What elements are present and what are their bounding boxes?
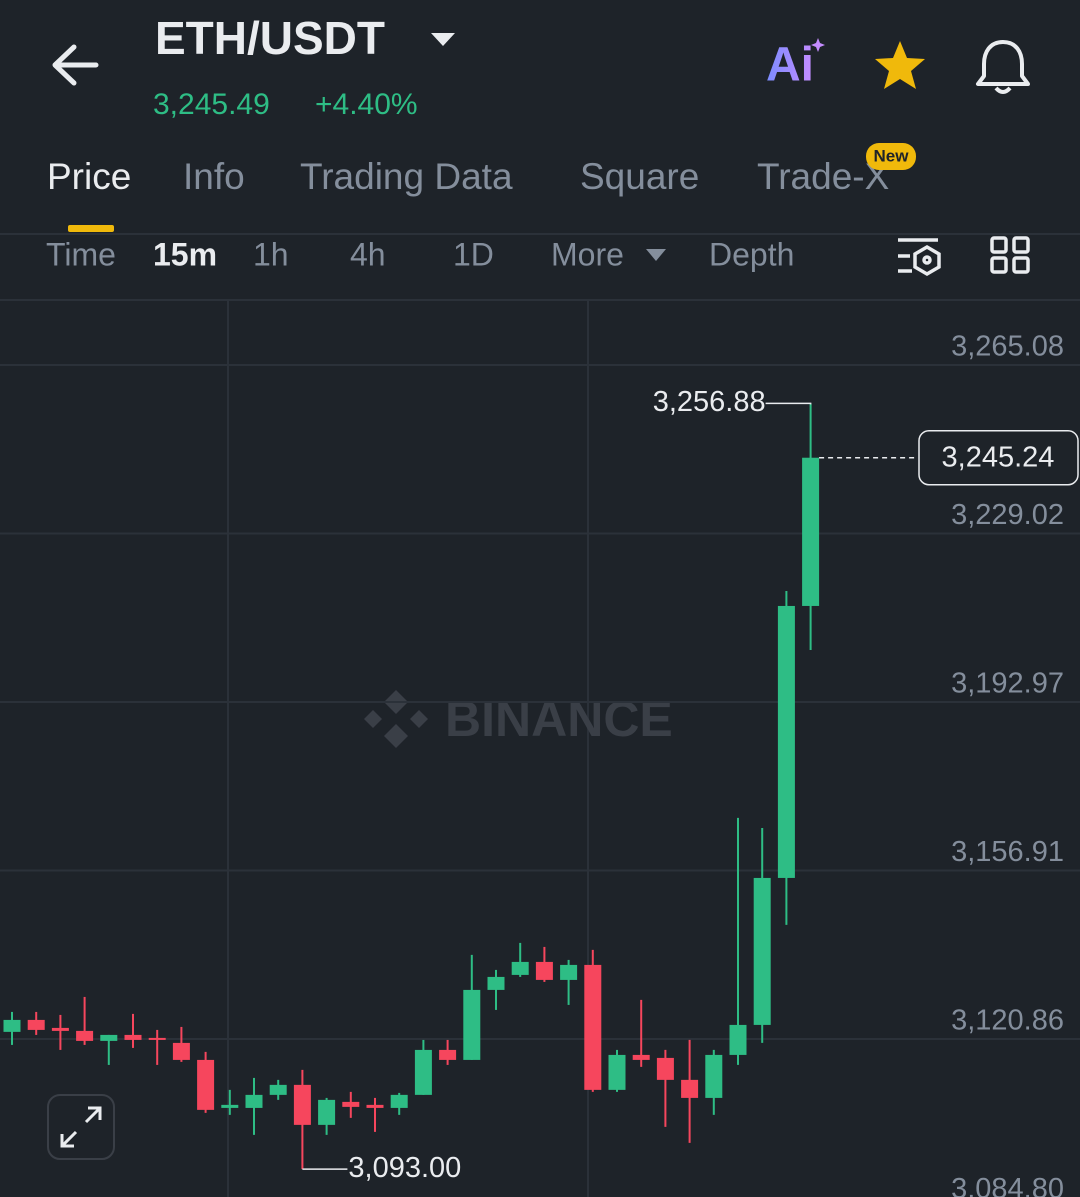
interval-option[interactable]: 1D xyxy=(453,236,494,272)
candle-body xyxy=(3,1019,21,1032)
candle-body xyxy=(148,1037,166,1040)
last-price: 3,245.49 xyxy=(153,88,270,121)
interval-option[interactable]: 4h xyxy=(350,236,386,272)
candle-body xyxy=(535,961,553,980)
candle-body xyxy=(777,605,795,878)
back-button[interactable] xyxy=(52,44,99,86)
ai-sparkle xyxy=(811,38,825,52)
interval-option[interactable]: Depth xyxy=(709,236,794,272)
y-tick-label: 3,192.97 xyxy=(951,668,1064,700)
candle-body xyxy=(318,1099,336,1125)
candle-body xyxy=(124,1034,142,1040)
candle-body xyxy=(753,877,771,1025)
candle-body xyxy=(76,1030,94,1041)
favorite-star[interactable] xyxy=(875,41,925,89)
candle-body xyxy=(269,1084,287,1095)
candle-body xyxy=(802,457,820,606)
candle-body xyxy=(51,1027,69,1031)
tab[interactable]: Price xyxy=(47,156,131,197)
candle-body xyxy=(221,1104,239,1108)
pair-title[interactable]: ETH/USDT xyxy=(155,12,385,64)
candle-body xyxy=(681,1079,699,1098)
candle-body xyxy=(197,1059,215,1110)
candle-body xyxy=(584,964,602,1090)
tab[interactable]: Square xyxy=(580,156,699,197)
tab[interactable]: Trading Data xyxy=(300,156,513,197)
last-price-box xyxy=(918,429,1079,486)
candle-body xyxy=(342,1101,360,1107)
tab[interactable]: Trade-X xyxy=(757,156,889,197)
price-change: +4.40% xyxy=(315,88,418,121)
candle-body xyxy=(511,961,529,975)
active-tab-indicator xyxy=(68,225,114,232)
fullscreen-icon xyxy=(60,1106,102,1148)
candle-body xyxy=(463,989,481,1060)
y-tick-label: 3,156.91 xyxy=(951,836,1064,868)
chart-settings-icon[interactable] xyxy=(898,238,941,277)
watermark: BINANCE xyxy=(445,691,673,747)
y-tick-label: 3,084.80 xyxy=(951,1173,1064,1197)
interval-option[interactable]: 15m xyxy=(153,236,217,272)
new-badge-text: New xyxy=(874,146,910,165)
candle-body xyxy=(560,964,578,980)
candle-body xyxy=(414,1049,432,1095)
last-price-label: 3,245.24 xyxy=(942,441,1055,473)
interval-option[interactable]: Time xyxy=(46,236,116,272)
candle-body xyxy=(705,1054,723,1098)
candle-body xyxy=(100,1034,118,1041)
alert-bell[interactable] xyxy=(976,40,1030,94)
y-tick-label: 3,265.08 xyxy=(951,331,1064,363)
pair-dropdown[interactable] xyxy=(431,33,455,46)
interval-option[interactable]: More xyxy=(551,236,624,272)
layout-icon[interactable] xyxy=(990,236,1030,274)
candle-body xyxy=(656,1057,674,1080)
candle-body xyxy=(172,1042,190,1060)
candle-body xyxy=(729,1024,747,1055)
candle-body xyxy=(245,1094,263,1108)
candle-body xyxy=(390,1094,408,1108)
candle-body xyxy=(366,1104,384,1108)
new-badge xyxy=(866,143,916,170)
more-dropdown[interactable] xyxy=(646,249,666,261)
candle-body xyxy=(293,1084,311,1125)
tab[interactable]: Info xyxy=(183,156,245,197)
fullscreen-button[interactable] xyxy=(47,1094,115,1160)
interval-option[interactable]: 1h xyxy=(253,236,289,272)
high-marker xyxy=(765,402,812,405)
y-tick-label: 3,120.86 xyxy=(951,1005,1064,1037)
high-label: 3,256.88 xyxy=(653,386,766,418)
candle-body xyxy=(608,1054,626,1090)
candle-body xyxy=(487,976,505,990)
candle-body xyxy=(27,1019,45,1030)
candle-body xyxy=(439,1049,457,1060)
ai-button[interactable]: Ai xyxy=(766,39,814,92)
y-tick-label: 3,229.02 xyxy=(951,499,1064,531)
low-label: 3,093.00 xyxy=(348,1152,461,1184)
candle-body xyxy=(632,1054,650,1060)
